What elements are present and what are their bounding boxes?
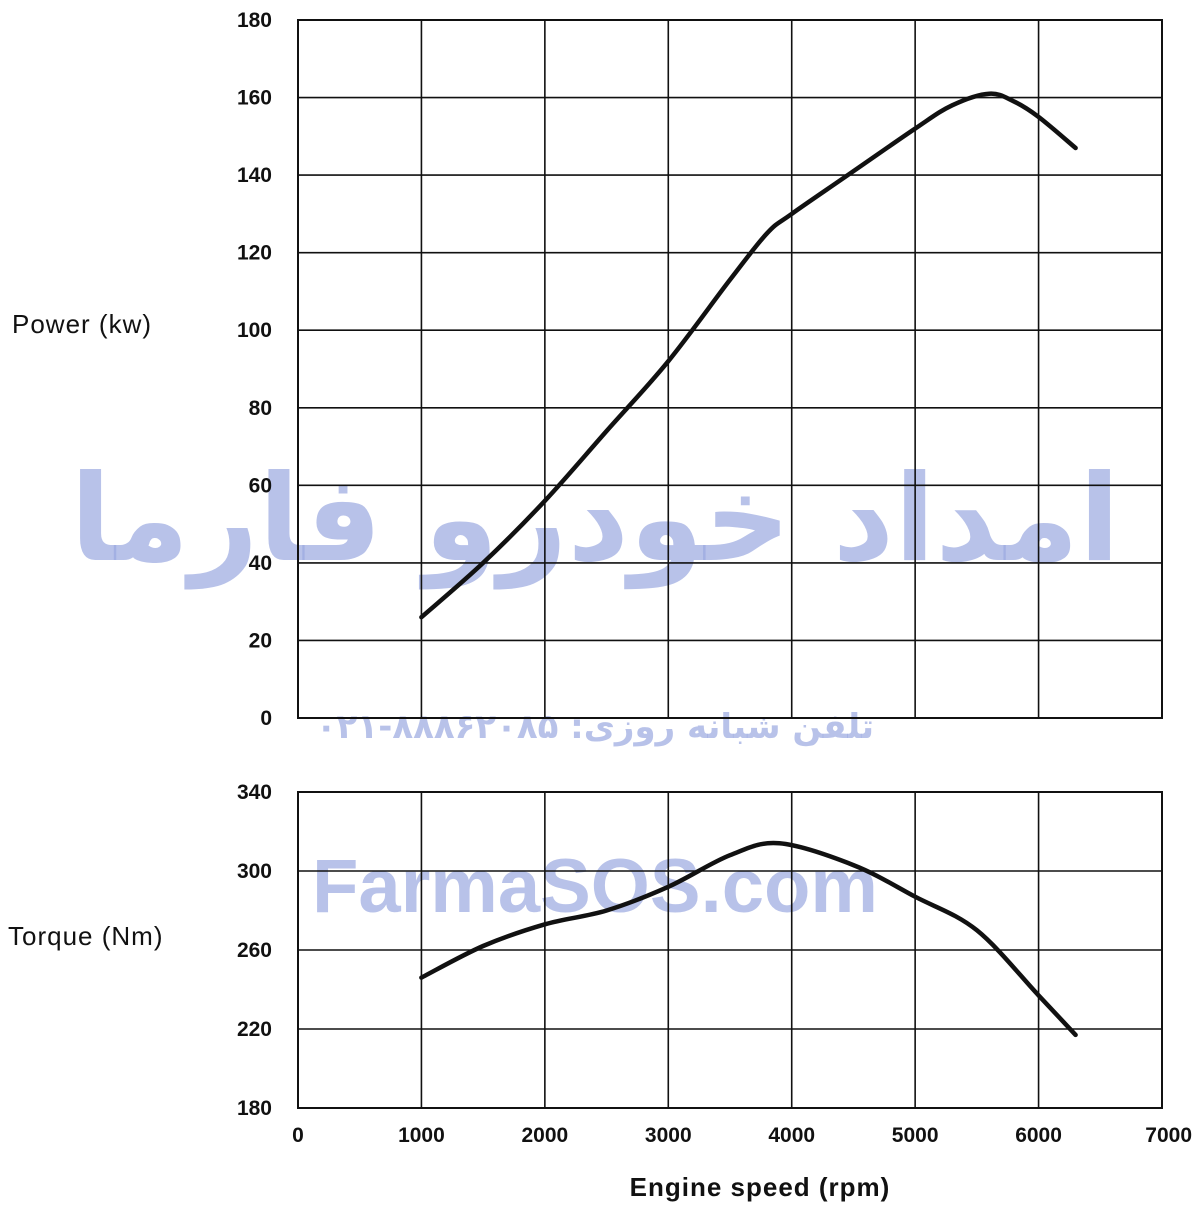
power-y-tick-label: 80: [249, 397, 272, 420]
power-plot-frame: [297, 19, 1163, 719]
torque-y-tick-labels: 180 220 260 300 340: [237, 781, 272, 1120]
power-y-tick-label: 0: [260, 707, 272, 730]
x-tick-label: 3000: [645, 1124, 692, 1147]
x-tick-label: 5000: [892, 1124, 939, 1147]
torque-y-tick-label: 220: [237, 1018, 272, 1041]
power-chart: 0 20 40 60 80 100 120 140 160 180 Power (kw): [12, 9, 1163, 730]
power-y-axis-label: Power (kw): [12, 309, 152, 339]
power-y-tick-label: 140: [237, 164, 272, 187]
watermark: امداد خودرو فارما تلفن شبانه روزی: ۸۸۸۶۲…: [70, 450, 1120, 929]
torque-y-axis-label: Torque (Nm): [8, 921, 163, 951]
torque-y-tick-label: 260: [237, 939, 272, 962]
torque-y-tick-label: 300: [237, 860, 272, 883]
x-tick-label: 4000: [768, 1124, 815, 1147]
power-series-line: [419, 91, 1078, 620]
watermark-site: FarmaSOS.com: [312, 844, 878, 929]
torque-chart: 180 220 260 300 340 Torque (Nm): [8, 781, 1163, 1120]
torque-grid: [297, 791, 1163, 1109]
x-tick-label: 0: [292, 1124, 304, 1147]
x-tick-labels: 0 1000 2000 3000 4000 5000 6000 7000: [292, 1124, 1192, 1147]
x-tick-label: 1000: [398, 1124, 445, 1147]
x-tick-label: 2000: [521, 1124, 568, 1147]
power-y-tick-label: 60: [249, 474, 272, 497]
torque-y-tick-label: 180: [237, 1097, 272, 1120]
power-y-tick-labels: 0 20 40 60 80 100 120 140 160 180: [237, 9, 272, 730]
power-y-tick-label: 120: [237, 242, 272, 265]
watermark-phone: تلفن شبانه روزی: ۸۸۸۶۲۰۸۵-۰۲۱: [316, 707, 874, 747]
power-y-tick-label: 40: [249, 552, 272, 575]
torque-y-tick-label: 340: [237, 781, 272, 804]
power-y-tick-label: 20: [249, 629, 272, 652]
power-y-tick-label: 180: [237, 9, 272, 32]
x-axis-label: Engine speed (rpm): [630, 1172, 891, 1202]
power-grid: [297, 19, 1163, 719]
power-y-tick-label: 160: [237, 87, 272, 110]
torque-series-line: [419, 840, 1078, 1038]
power-y-tick-label: 100: [237, 319, 272, 342]
x-tick-label: 6000: [1015, 1124, 1062, 1147]
x-tick-label: 7000: [1145, 1124, 1192, 1147]
watermark-persian-name: امداد خودرو فارما: [70, 450, 1120, 590]
